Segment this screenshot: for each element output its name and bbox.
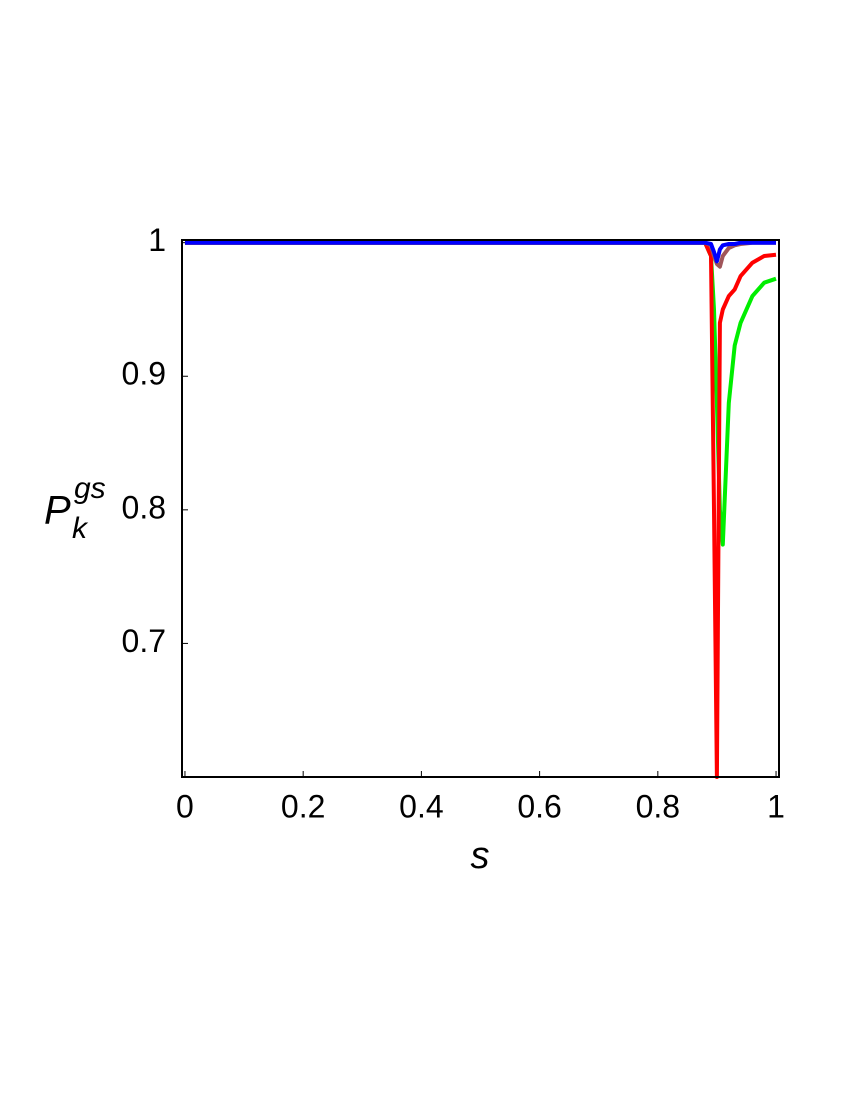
y-label-base: P [44,489,71,533]
x-tick-label: 0.2 [281,788,325,824]
y-tick-label: 0.7 [122,623,166,659]
x-tick-label: 0.4 [399,788,443,824]
x-tick-label: 0.6 [517,788,561,824]
x-tick-label: 0 [176,788,194,824]
x-axis-label: s [471,835,490,877]
x-tick-label: 1 [767,788,785,824]
y-label-sup: gs [74,472,106,505]
y-tick-label: 0.8 [122,489,166,525]
y-tick-label: 1 [148,222,166,258]
y-axis-label: P k gs [44,472,106,545]
series-line [185,240,776,269]
plot-frame [181,239,780,778]
series-line [185,240,777,779]
y-tick-label: 0.9 [122,356,166,392]
y-label-sub: k [72,512,89,545]
x-tick-label: 0.8 [636,788,680,824]
series-line [185,240,777,547]
series-line [185,240,776,264]
